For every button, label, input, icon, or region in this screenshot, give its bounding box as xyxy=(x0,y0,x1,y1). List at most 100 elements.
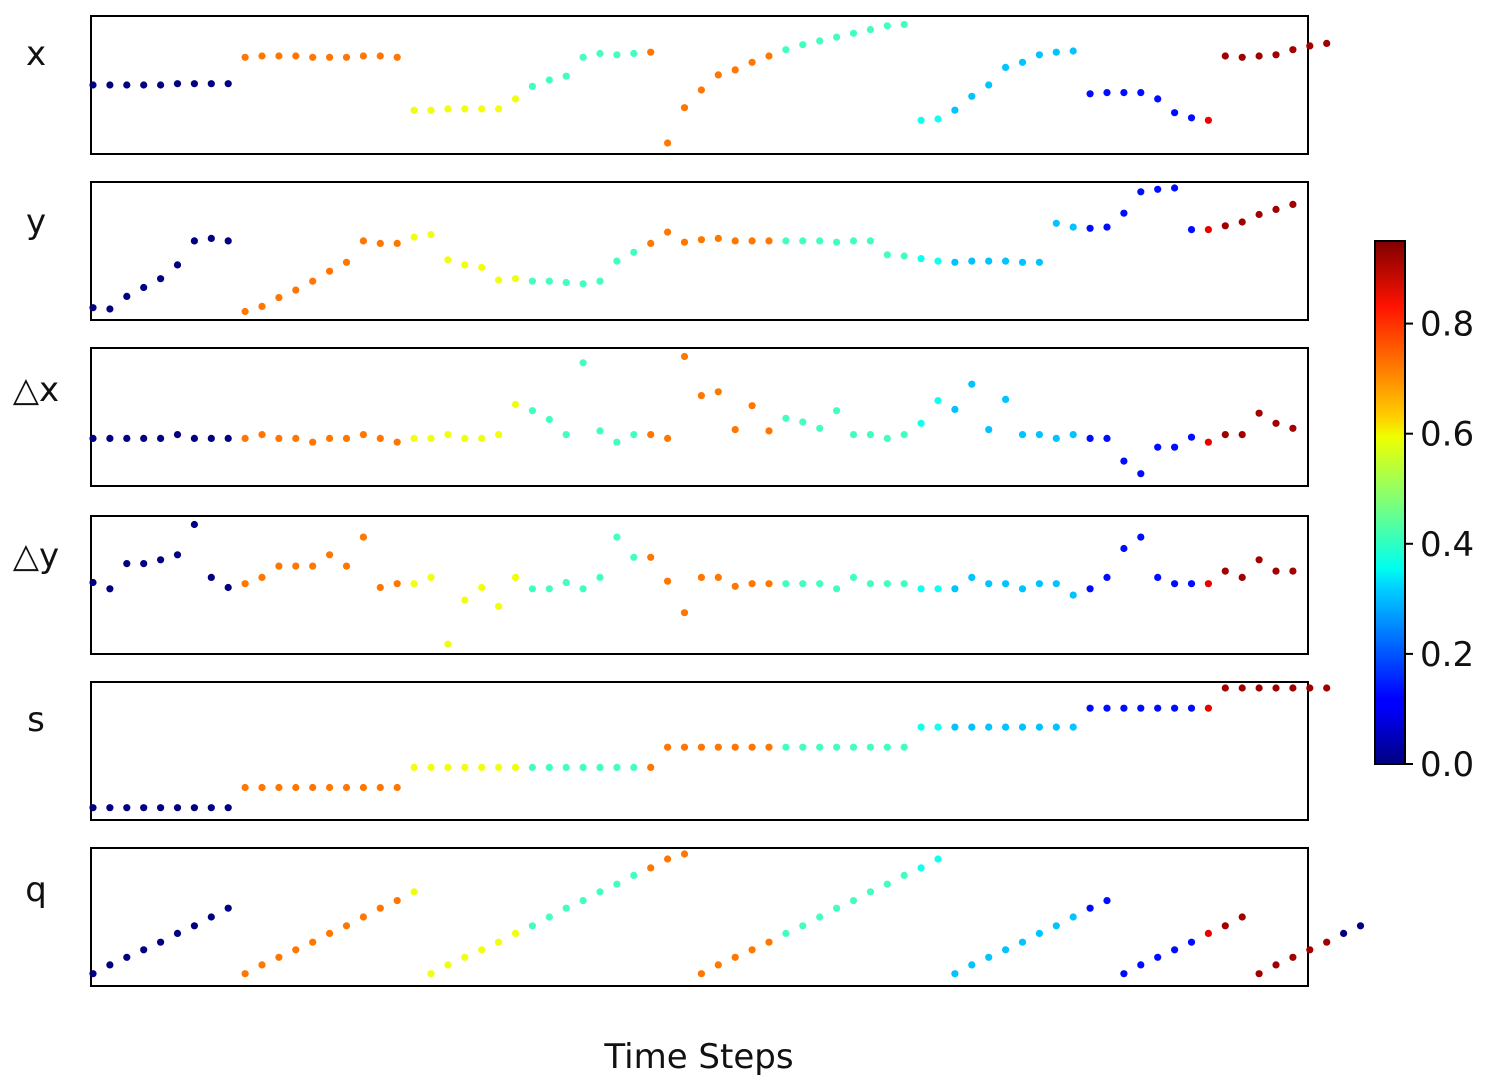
data-point xyxy=(968,961,976,969)
data-point xyxy=(1238,431,1246,439)
data-point xyxy=(748,743,756,751)
data-point xyxy=(511,275,520,283)
data-point xyxy=(714,71,722,79)
data-point xyxy=(106,81,114,89)
data-point xyxy=(478,946,486,954)
data-point xyxy=(866,26,875,34)
data-point xyxy=(596,763,604,772)
data-point xyxy=(613,880,621,888)
data-point xyxy=(1086,90,1094,98)
data-point xyxy=(1086,224,1094,232)
data-point xyxy=(1002,63,1010,71)
data-point xyxy=(900,431,908,439)
data-point xyxy=(444,431,452,439)
data-point xyxy=(849,237,858,245)
data-point xyxy=(444,640,452,648)
data-point xyxy=(444,105,452,113)
data-point xyxy=(816,743,824,751)
data-point xyxy=(731,743,739,751)
data-point xyxy=(1002,257,1010,265)
data-point xyxy=(1272,961,1280,969)
data-point xyxy=(596,573,604,582)
data-point xyxy=(309,438,317,446)
data-point xyxy=(224,80,232,88)
data-point xyxy=(1171,704,1179,712)
data-point xyxy=(1221,431,1229,439)
data-point xyxy=(511,95,520,103)
data-point xyxy=(444,961,452,969)
data-point xyxy=(900,743,908,751)
data-point xyxy=(562,763,570,772)
data-point xyxy=(833,33,841,41)
panel-frame xyxy=(90,681,1309,821)
data-point xyxy=(545,913,553,921)
data-point xyxy=(968,257,976,265)
data-point xyxy=(1137,89,1145,97)
data-point xyxy=(1187,704,1196,712)
data-point xyxy=(613,533,621,541)
data-point xyxy=(1204,116,1212,124)
data-point xyxy=(680,743,689,751)
data-point xyxy=(410,106,418,114)
data-point xyxy=(714,573,722,582)
data-point xyxy=(833,238,841,246)
data-point xyxy=(1171,443,1179,451)
data-point xyxy=(1289,567,1297,575)
data-point xyxy=(1171,946,1179,954)
data-point xyxy=(1103,434,1111,442)
data-point xyxy=(849,573,858,582)
data-point xyxy=(224,583,232,592)
data-point xyxy=(664,139,672,147)
data-point xyxy=(376,904,384,912)
data-point xyxy=(190,237,198,245)
data-point xyxy=(833,904,841,912)
data-point xyxy=(765,580,773,588)
data-point xyxy=(1052,922,1060,930)
panel-label-q: q xyxy=(25,870,47,910)
data-point xyxy=(849,743,858,751)
colorbar-tick-label: 0.6 xyxy=(1420,415,1474,455)
panel-y: y xyxy=(26,181,1309,321)
data-point xyxy=(89,970,97,978)
data-point xyxy=(833,407,841,415)
data-point xyxy=(664,434,672,442)
data-point xyxy=(1086,704,1094,712)
data-point xyxy=(393,239,401,247)
data-point xyxy=(461,105,469,113)
data-point xyxy=(326,783,334,792)
data-point xyxy=(1171,580,1179,588)
data-point xyxy=(359,913,367,921)
data-point xyxy=(866,743,875,751)
data-point xyxy=(917,864,925,872)
data-point xyxy=(140,560,148,568)
data-point xyxy=(275,294,283,302)
data-point xyxy=(900,252,908,260)
data-point xyxy=(444,763,452,772)
data-point xyxy=(1289,46,1297,54)
data-point xyxy=(731,66,739,74)
data-point xyxy=(461,763,469,772)
data-point xyxy=(326,53,334,61)
data-point xyxy=(866,431,875,439)
data-point xyxy=(731,953,739,961)
data-point xyxy=(410,580,418,588)
data-point xyxy=(89,81,97,89)
data-point xyxy=(495,105,503,113)
data-point xyxy=(664,577,672,585)
data-point xyxy=(799,41,807,49)
data-point xyxy=(495,602,503,611)
data-point xyxy=(579,53,587,61)
data-point xyxy=(461,261,469,269)
data-point xyxy=(478,105,486,113)
data-point xyxy=(478,763,486,772)
data-point xyxy=(1086,904,1094,912)
data-point xyxy=(680,609,689,617)
data-point xyxy=(224,904,232,912)
data-point xyxy=(1272,205,1280,213)
data-point xyxy=(359,783,367,792)
data-point xyxy=(173,804,182,812)
data-point xyxy=(342,922,351,930)
data-point xyxy=(1018,585,1027,593)
data-point xyxy=(630,431,638,439)
